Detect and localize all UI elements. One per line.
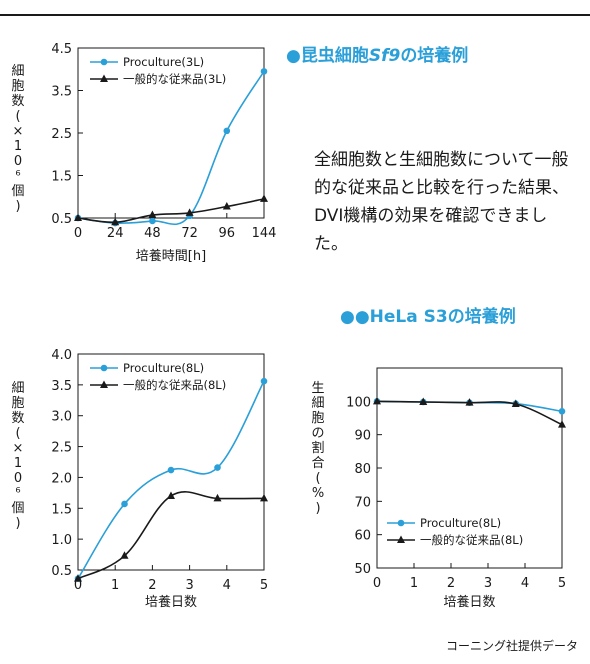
plot-frame (77, 353, 265, 571)
legend-marker (100, 74, 108, 82)
x-tick-label: 144 (252, 226, 277, 241)
data-point (149, 217, 156, 225)
x-tick-label: 1 (410, 576, 418, 591)
x-tick-label: 0 (74, 226, 82, 241)
heading-hela-text: HeLa S3の培養例 (369, 307, 516, 327)
y-tick-label: 3.5 (51, 379, 72, 394)
data-point (214, 464, 221, 471)
data-point (74, 574, 82, 582)
x-tick-label: 0 (373, 576, 381, 591)
data-point (111, 217, 120, 226)
data-point (167, 466, 175, 474)
data-point (260, 68, 268, 75)
data-point (121, 500, 128, 508)
data-point (558, 420, 566, 428)
heading-sf9-suffix: の培養例 (400, 46, 469, 66)
legend-marker (100, 380, 108, 388)
x-tick-label: 3 (185, 578, 193, 593)
legend-label: 一般的な従来品(3L) (123, 72, 226, 86)
x-axis-label: 培養日数 (443, 594, 495, 610)
data-point (419, 397, 428, 405)
series-line (77, 491, 265, 580)
legend-marker (397, 519, 405, 527)
y-axis-label: 細胞数(× 1 0 ⁶ 個) (11, 381, 24, 531)
data-point (260, 377, 268, 385)
x-axis-label: 培養時間[h] (136, 248, 206, 264)
y-tick-label: 50 (354, 562, 371, 577)
y-tick-label: 90 (354, 429, 371, 444)
data-point (213, 493, 222, 502)
legend-label: Proculture(8L) (123, 361, 204, 375)
y-axis-label: 細胞数(× 1 0 ⁶ 個) (11, 64, 24, 214)
data-credit: コーニング社提供データ (445, 639, 578, 653)
series-line (77, 70, 265, 226)
data-point (260, 493, 268, 502)
legend-marker (100, 364, 108, 372)
data-point (222, 202, 231, 210)
legend-label: Proculture(3L) (123, 55, 204, 69)
data-point (260, 194, 268, 202)
y-tick-label: 0.5 (51, 212, 72, 227)
y-tick-label: 2.5 (51, 127, 72, 142)
y-tick-label: 1.0 (51, 533, 72, 548)
x-tick-label: 4 (521, 576, 529, 591)
x-tick-label: 0 (74, 578, 82, 593)
y-tick-label: 80 (354, 462, 371, 477)
y-tick-label: 2.5 (51, 441, 72, 456)
x-tick-label: 96 (219, 226, 236, 241)
x-tick-label: 5 (558, 576, 566, 591)
heading-sf9-prefix: 昆虫細胞 (300, 46, 369, 66)
y-tick-label: 100 (346, 395, 371, 410)
legend-label: 一般的な従来品(8L) (420, 533, 523, 547)
y-tick-label: 3.0 (51, 410, 72, 425)
x-tick-label: 3 (484, 576, 492, 591)
data-point (120, 551, 129, 559)
result-paragraph: 全細胞数と生細胞数について一般的な従来品と比較を行った結果、DVI機構の効果を確… (314, 150, 569, 254)
x-tick-label: 2 (447, 576, 455, 591)
legend-marker (397, 535, 405, 543)
x-tick-label: 2 (148, 578, 156, 593)
x-tick-label: 4 (223, 578, 231, 593)
y-tick-label: 3.5 (51, 85, 72, 100)
y-tick-label: 70 (354, 495, 371, 510)
series-line (77, 198, 265, 224)
series-line (77, 380, 265, 580)
data-point (465, 398, 474, 406)
y-tick-label: 2.0 (51, 471, 72, 486)
data-point (148, 210, 157, 219)
data-point (223, 127, 231, 135)
y-tick-label: 4.0 (51, 348, 72, 363)
x-tick-label: 48 (144, 226, 161, 241)
chart-sf9-cell-count: 0.5 1.5 2.5 3.5 4.5 0 24 48 72 96 144 培養時間[h] 細胞数(× 1… (11, 42, 276, 264)
y-tick-label: 0.5 (51, 564, 72, 579)
y-axis-label: 生細胞の割合(%) (311, 381, 324, 516)
data-point (558, 408, 566, 415)
data-point (511, 399, 520, 407)
x-tick-label: 24 (107, 226, 124, 241)
legend-label: 一般的な従来品(8L) (123, 378, 226, 392)
y-tick-label: 1.5 (51, 170, 72, 185)
y-tick-label: 1.5 (51, 502, 72, 517)
y-tick-label: 4.5 (51, 42, 72, 57)
data-point (167, 491, 175, 499)
heading-sf9-italic: Sf9 (368, 46, 401, 66)
y-tick-label: 60 (354, 529, 371, 544)
top-rule (0, 14, 590, 16)
x-tick-label: 72 (181, 226, 198, 241)
x-axis-label: 培養日数 (145, 594, 197, 610)
data-point (373, 396, 381, 405)
legend-marker (100, 58, 108, 66)
heading-sf9: ●昆虫細胞Sf9の培養例 (286, 41, 468, 66)
data-point (74, 213, 82, 221)
heading-bullet-icon: ● (286, 46, 301, 66)
chart-hela-viability: 50 60 70 80 90 100 0 1 2 3 4 5 培養日数 生細胞の割合(%) Procultu… (311, 367, 566, 610)
data-point (185, 208, 194, 216)
legend-label: Proculture(8L) (420, 516, 501, 530)
x-tick-label: 1 (111, 578, 119, 593)
x-tick-label: 5 (260, 578, 268, 593)
heading-hela: ●●HeLa S3の培養例 (340, 302, 516, 327)
chart-hela-cell-count: 0.5 1.0 1.5 2.0 2.5 3.0 3.5 4.0 0 1 2 3 4 5 培養日数 細胞数(× 1… (11, 348, 268, 610)
heading-hela-bullet-icon: ●● (340, 307, 370, 327)
